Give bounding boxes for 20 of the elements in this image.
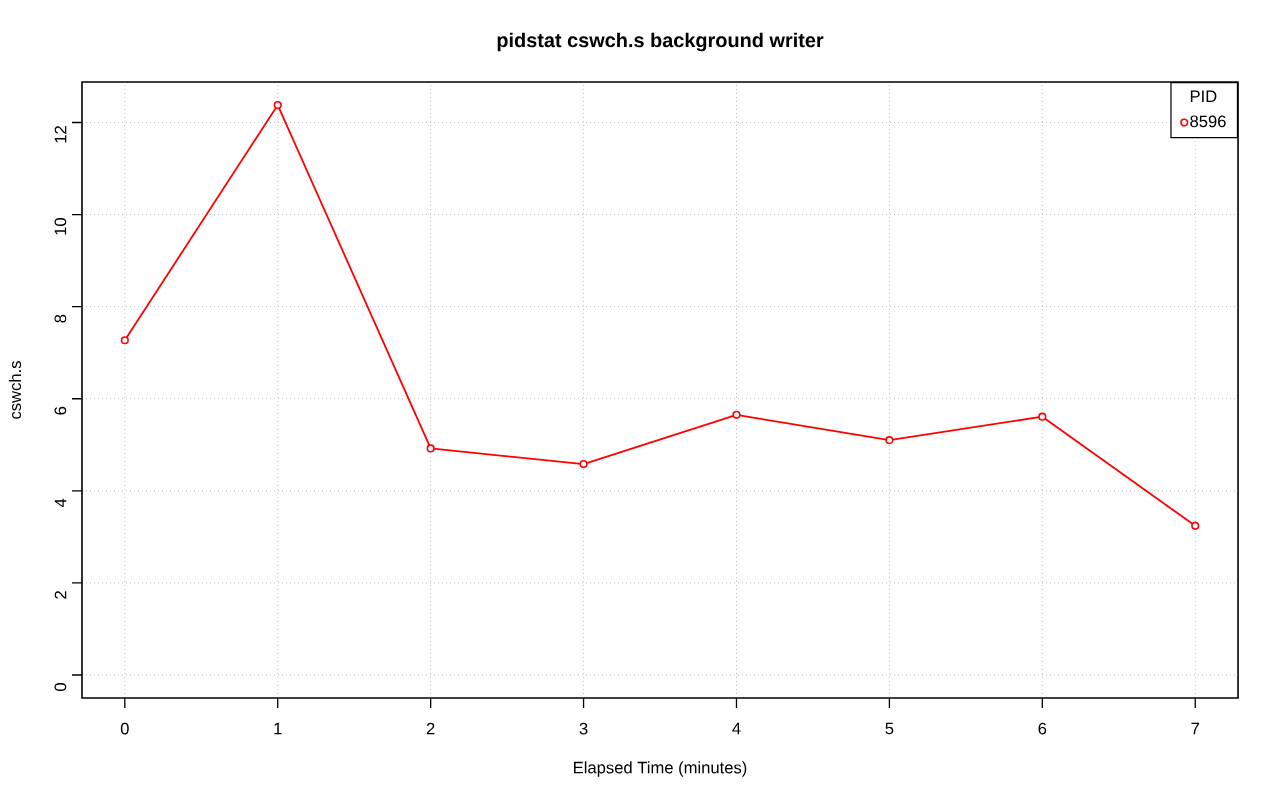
y-tick-label: 10 (54, 218, 67, 235)
x-tick-label: 3 (579, 722, 588, 735)
x-axis-title: Elapsed Time (minutes) (574, 761, 747, 777)
x-tick-label: 0 (120, 722, 129, 735)
x-tick-label: 2 (426, 722, 435, 735)
chart-title: pidstat cswch.s background writer (497, 32, 824, 52)
x-tick-label: 6 (1038, 722, 1047, 735)
x-tick-label: 5 (885, 722, 894, 735)
y-axis-title: cswch.s (8, 361, 22, 419)
y-tick-label: 4 (54, 498, 67, 508)
y-tick-label: 0 (54, 683, 67, 691)
y-tick-label: 2 (54, 591, 67, 599)
legend-title: PID (1190, 90, 1217, 102)
y-tick-label: 12 (54, 126, 67, 143)
y-tick-label: 8 (54, 314, 67, 323)
x-tick-label: 4 (732, 722, 741, 735)
y-tick-label: 6 (54, 406, 67, 415)
x-tick-label: 1 (274, 722, 282, 735)
legend-label: 8596 (1190, 115, 1226, 128)
x-tick-label: 7 (1191, 722, 1200, 735)
